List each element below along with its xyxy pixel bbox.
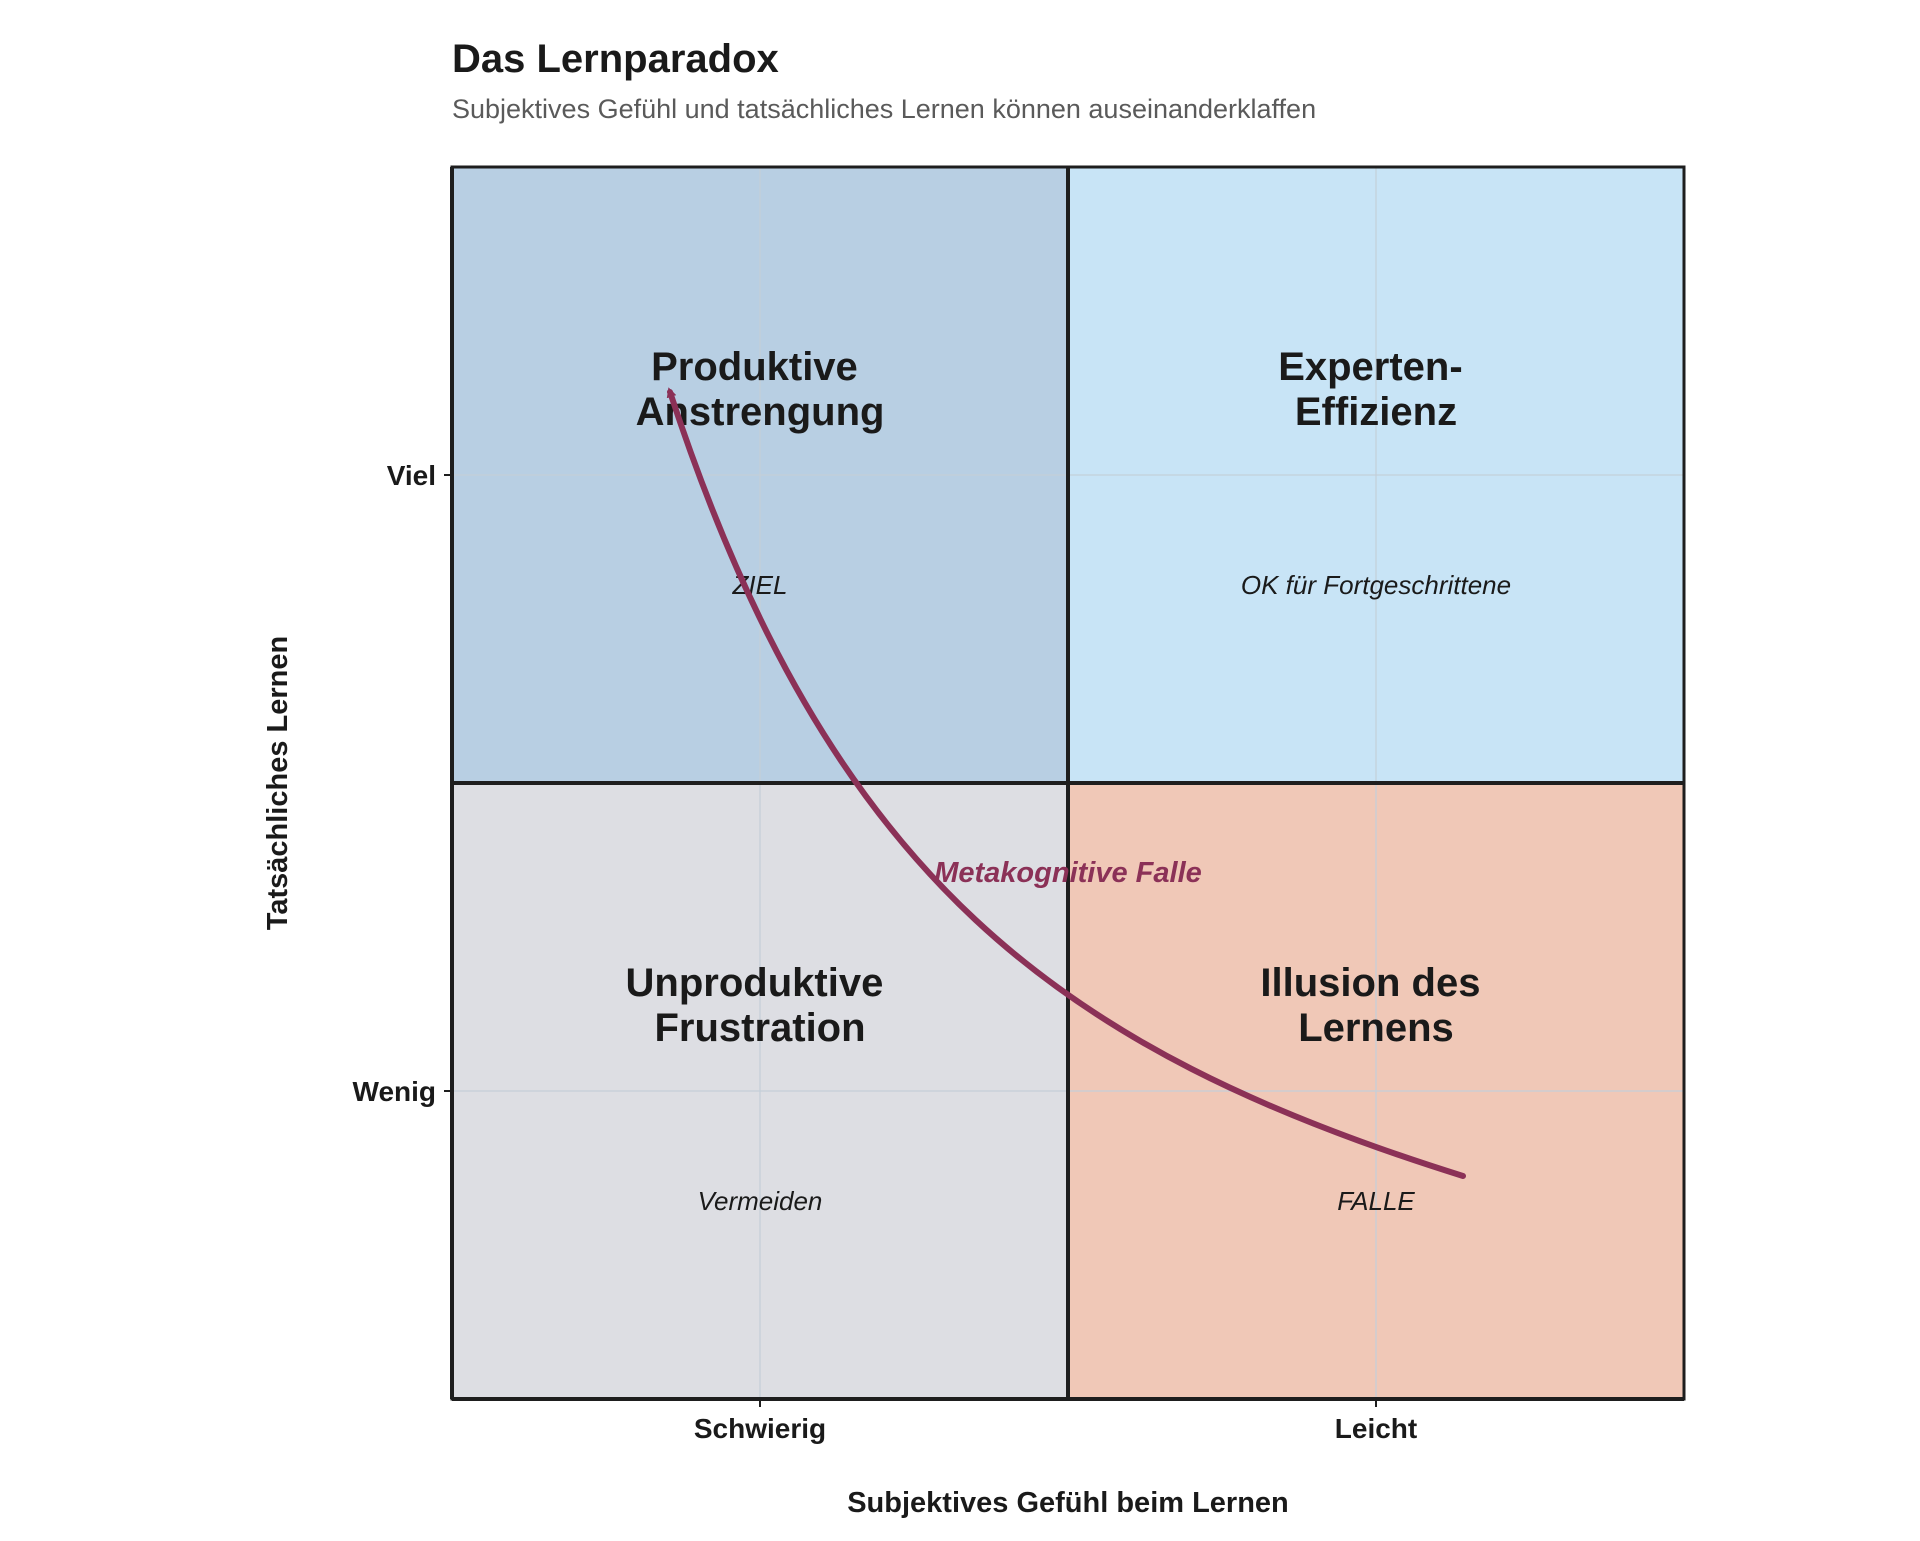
x-axis-label: Subjektives Gefühl beim Lernen [847, 1487, 1289, 1519]
diagram-subtitle: Subjektives Gefühl und tatsächliches Ler… [452, 94, 1316, 124]
quadrant-title-line-1: Produktive [651, 345, 858, 389]
quadrant-title: Produktive Anstrengung [636, 345, 885, 434]
quadrant-top-left: Produktive Anstrengung ZIEL [636, 345, 885, 600]
quadrant-note: FALLE [1337, 1186, 1415, 1216]
y-axis-label: Tatsächliches Lernen [262, 636, 294, 930]
quadrant-title-line-1: Unproduktive [626, 961, 884, 1005]
y-tick-label-wenig: Wenig [353, 1076, 436, 1107]
quadrant-title: Unproduktive Frustration [626, 961, 895, 1050]
metacognitive-trap-arrow [666, 387, 1466, 1179]
quadrant-title-line-1: Illusion des [1260, 961, 1480, 1005]
quadrant-note: Vermeiden [698, 1186, 823, 1216]
quadrant-title: Experten- Effizienz [1278, 345, 1474, 434]
quadrant-top-right: Experten- Effizienz OK für Fortgeschritt… [1241, 345, 1511, 600]
quadrant-bottom-left: Unproduktive Frustration Vermeiden [626, 961, 895, 1216]
y-tick-label-viel: Viel [387, 460, 436, 491]
quadrant-title-line-1: Experten- [1278, 345, 1463, 389]
quadrant-title-line-2: Effizienz [1295, 390, 1457, 434]
x-tick-label-schwierig: Schwierig [694, 1413, 826, 1444]
quadrant-note: OK für Fortgeschrittene [1241, 570, 1511, 600]
quadrant-title-line-2: Lernens [1298, 1006, 1454, 1050]
arrow-label: Metakognitive Falle [934, 857, 1202, 889]
x-tick-label-leicht: Leicht [1335, 1413, 1417, 1444]
quadrant-title-line-2: Frustration [654, 1006, 865, 1050]
quadrant-bottom-right: Illusion des Lernens FALLE [1260, 961, 1491, 1216]
quadrant-title: Illusion des Lernens [1260, 961, 1491, 1050]
diagram-title: Das Lernparadox [452, 37, 779, 81]
